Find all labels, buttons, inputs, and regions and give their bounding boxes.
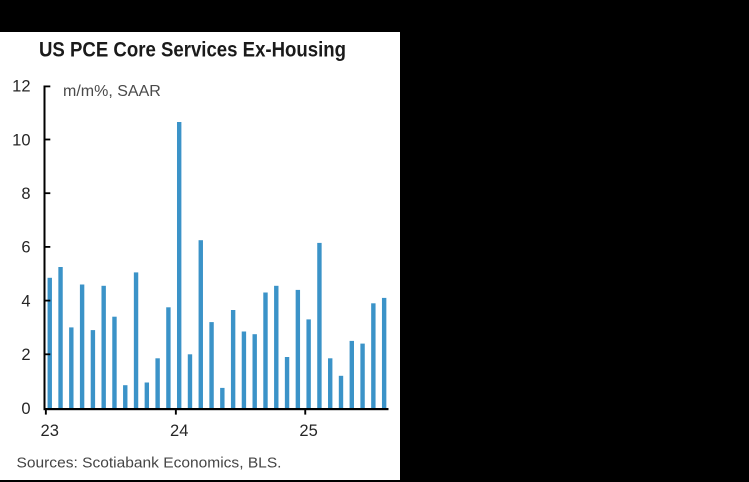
svg-text:10: 10 [12, 131, 30, 149]
svg-text:2: 2 [21, 346, 30, 364]
svg-text:US PCE Core Services Ex-Housin: US PCE Core Services Ex-Housing [39, 39, 346, 62]
svg-text:4: 4 [21, 292, 30, 310]
svg-text:24: 24 [170, 422, 188, 440]
svg-text:m/m%, SAAR: m/m%, SAAR [63, 83, 161, 100]
svg-text:8: 8 [21, 185, 30, 203]
svg-text:Sources: Scotiabank Economics,: Sources: Scotiabank Economics, BLS. [17, 455, 282, 472]
svg-text:25: 25 [299, 422, 317, 440]
svg-text:0: 0 [21, 400, 30, 418]
svg-text:12: 12 [12, 78, 30, 96]
svg-text:6: 6 [21, 239, 30, 257]
svg-text:23: 23 [41, 422, 59, 440]
